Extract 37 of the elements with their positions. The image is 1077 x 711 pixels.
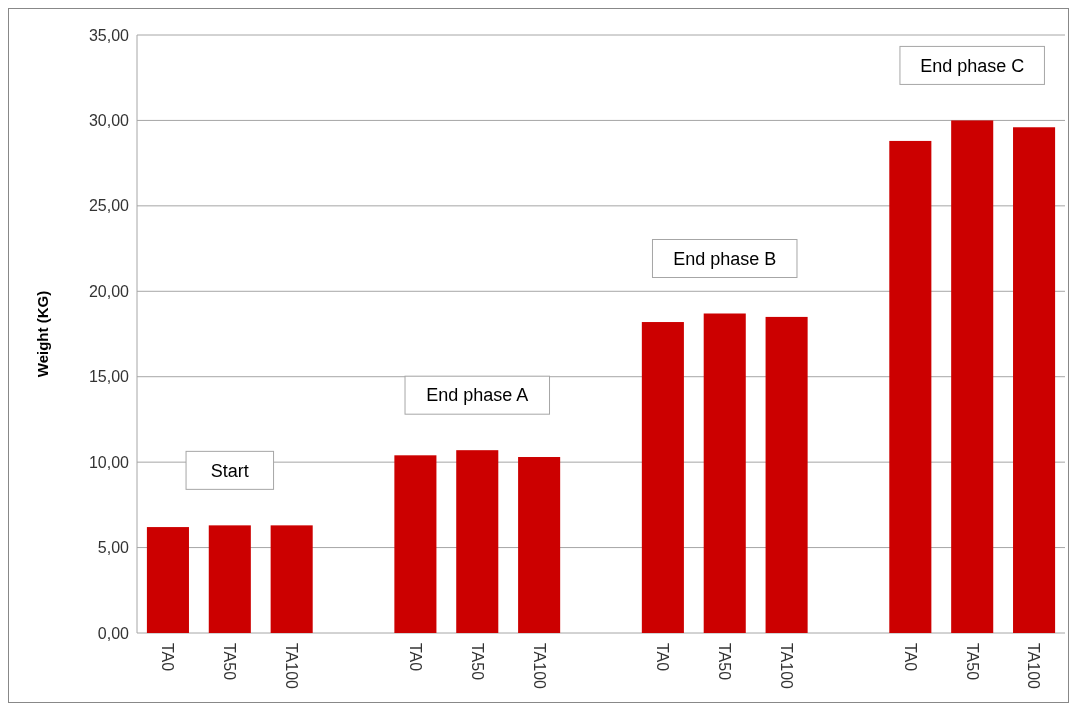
annotation: End phase A: [426, 385, 529, 406]
x-tick-label: TA0: [654, 643, 672, 672]
x-tick-label: TA0: [159, 643, 177, 672]
bar: [456, 450, 499, 633]
bar: [703, 313, 746, 633]
bar: [641, 322, 684, 633]
y-tick-label: 35,00: [88, 26, 130, 44]
y-axis-title: Weight (KG): [34, 290, 51, 378]
annotation: End phase B: [673, 248, 777, 269]
x-tick-label: TA50: [716, 643, 734, 681]
y-tick-label: 0,00: [97, 624, 130, 642]
y-tick-label: 25,00: [88, 197, 130, 215]
annotation: Start: [210, 460, 249, 481]
bar: [208, 525, 251, 633]
y-tick-label: 15,00: [88, 368, 130, 386]
x-tick-label: TA100: [1025, 643, 1043, 690]
bar: [146, 527, 189, 633]
x-tick-label: TA100: [778, 643, 795, 690]
bar: [518, 457, 561, 633]
bar: [765, 316, 808, 633]
x-tick-label: TA0: [406, 643, 424, 672]
x-tick-label: TA50: [221, 643, 239, 681]
x-tick-label: TA0: [901, 643, 919, 672]
x-tick-label: TA50: [963, 643, 981, 681]
y-tick-label: 5,00: [97, 539, 130, 557]
bar: [889, 140, 932, 633]
bar: [394, 455, 437, 633]
y-tick-label: 20,00: [88, 282, 130, 300]
bar: [1013, 127, 1056, 633]
y-tick-label: 10,00: [88, 453, 130, 471]
x-tick-label: TA50: [468, 643, 486, 681]
bar: [951, 120, 994, 633]
y-tick-label: 30,00: [88, 112, 130, 130]
annotation: End phase C: [920, 55, 1025, 76]
x-tick-label: TA100: [530, 643, 548, 690]
x-tick-label: TA100: [283, 643, 301, 690]
bar: [270, 525, 313, 633]
